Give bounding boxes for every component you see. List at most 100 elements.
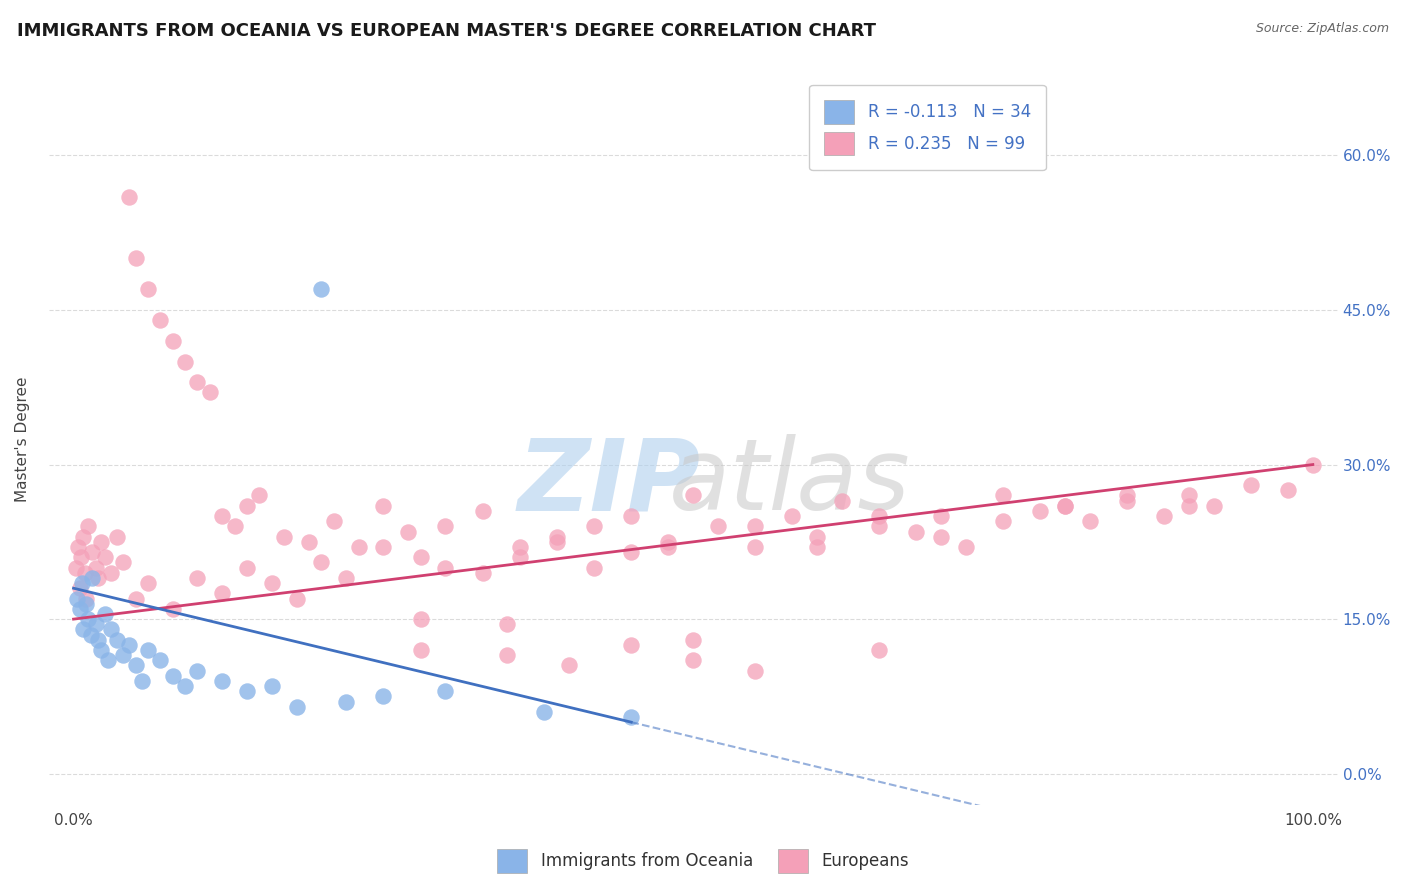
Point <box>236 560 259 574</box>
Point <box>471 504 494 518</box>
Point <box>620 638 643 652</box>
Legend: R = -0.113   N = 34, R = 0.235   N = 99: R = -0.113 N = 34, R = 0.235 N = 99 <box>810 85 1046 170</box>
Point <box>1053 499 1076 513</box>
Point <box>434 519 457 533</box>
Point <box>322 514 344 528</box>
Point <box>868 643 890 657</box>
Point <box>373 690 395 704</box>
Point <box>1277 483 1299 498</box>
Point <box>1178 488 1201 502</box>
Point <box>744 540 766 554</box>
Point <box>955 540 977 554</box>
Point <box>347 540 370 554</box>
Point <box>260 576 283 591</box>
Point <box>583 560 606 574</box>
Point <box>105 530 128 544</box>
Point <box>77 612 100 626</box>
Point <box>82 571 104 585</box>
Point <box>93 607 115 621</box>
Point <box>1178 499 1201 513</box>
Point <box>69 602 91 616</box>
Point <box>80 627 103 641</box>
Legend: Immigrants from Oceania, Europeans: Immigrants from Oceania, Europeans <box>491 842 915 880</box>
Point <box>533 705 555 719</box>
Point <box>285 591 308 606</box>
Point <box>1202 499 1225 513</box>
Point <box>335 695 357 709</box>
Point <box>66 591 89 606</box>
Text: IMMIGRANTS FROM OCEANIA VS EUROPEAN MASTER'S DEGREE CORRELATION CHART: IMMIGRANTS FROM OCEANIA VS EUROPEAN MAST… <box>17 22 876 40</box>
Point <box>105 632 128 647</box>
Point <box>1116 488 1139 502</box>
Y-axis label: Master's Degree: Master's Degree <box>15 376 30 501</box>
Point <box>373 540 395 554</box>
Point <box>224 519 246 533</box>
Point <box>73 566 96 580</box>
Point <box>991 514 1014 528</box>
Point <box>1116 493 1139 508</box>
Point <box>186 375 208 389</box>
Point <box>620 545 643 559</box>
Point <box>87 571 110 585</box>
Point <box>682 632 704 647</box>
Point <box>174 354 197 368</box>
Point <box>1053 499 1076 513</box>
Text: Source: ZipAtlas.com: Source: ZipAtlas.com <box>1256 22 1389 36</box>
Point <box>131 673 153 688</box>
Point <box>72 623 94 637</box>
Point <box>112 648 135 663</box>
Point <box>929 530 952 544</box>
Point <box>311 282 333 296</box>
Point <box>298 534 321 549</box>
Point <box>136 576 159 591</box>
Point <box>682 488 704 502</box>
Point <box>72 530 94 544</box>
Point <box>558 658 581 673</box>
Point <box>90 534 112 549</box>
Point <box>149 653 172 667</box>
Point <box>905 524 928 539</box>
Point <box>186 571 208 585</box>
Point <box>744 519 766 533</box>
Point <box>373 499 395 513</box>
Point <box>75 591 97 606</box>
Point <box>991 488 1014 502</box>
Point <box>1302 458 1324 472</box>
Point <box>782 509 804 524</box>
Point <box>657 540 679 554</box>
Point <box>285 699 308 714</box>
Point <box>136 643 159 657</box>
Point <box>707 519 730 533</box>
Point <box>546 534 568 549</box>
Point <box>434 560 457 574</box>
Point <box>409 643 432 657</box>
Point <box>118 189 141 203</box>
Point <box>546 530 568 544</box>
Point <box>84 560 107 574</box>
Point <box>434 684 457 698</box>
Point <box>509 540 531 554</box>
Point <box>868 519 890 533</box>
Point <box>84 617 107 632</box>
Point <box>186 664 208 678</box>
Point <box>97 653 120 667</box>
Point <box>682 653 704 667</box>
Point <box>87 632 110 647</box>
Point <box>67 540 90 554</box>
Point <box>124 591 146 606</box>
Point <box>311 556 333 570</box>
Point <box>124 252 146 266</box>
Point <box>1029 504 1052 518</box>
Point <box>112 556 135 570</box>
Point <box>149 313 172 327</box>
Point <box>211 509 233 524</box>
Point <box>396 524 419 539</box>
Point <box>868 509 890 524</box>
Point <box>75 597 97 611</box>
Point <box>831 493 853 508</box>
Point <box>211 673 233 688</box>
Point <box>69 581 91 595</box>
Point <box>260 679 283 693</box>
Point <box>583 519 606 533</box>
Point <box>1078 514 1101 528</box>
